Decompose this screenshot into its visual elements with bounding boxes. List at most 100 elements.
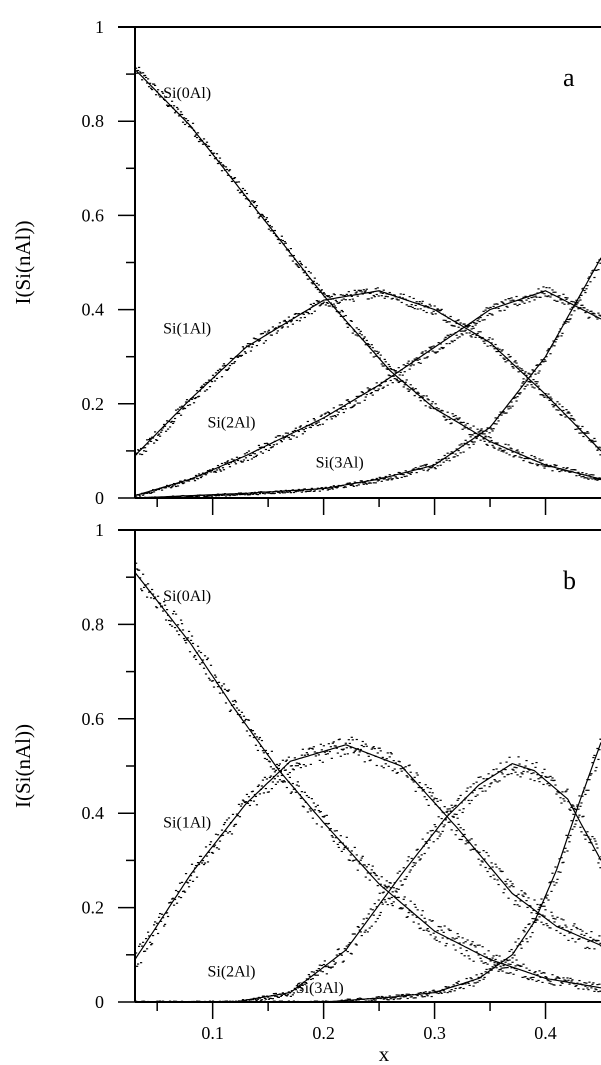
data-point <box>455 322 458 325</box>
data-point <box>418 859 421 861</box>
data-point <box>238 493 242 496</box>
data-point <box>360 744 363 747</box>
data-point <box>429 787 432 790</box>
data-point <box>254 795 258 798</box>
data-point <box>595 478 598 480</box>
data-point <box>570 806 573 809</box>
data-point <box>483 433 486 435</box>
data-point <box>349 854 352 856</box>
data-point <box>376 885 379 887</box>
data-point <box>493 878 496 880</box>
data-point <box>294 989 297 991</box>
data-point <box>299 766 302 769</box>
data-point <box>577 816 580 818</box>
data-point <box>338 738 341 740</box>
data-point <box>451 807 454 809</box>
data-point <box>424 465 427 467</box>
data-point <box>189 639 193 642</box>
data-point <box>433 305 436 307</box>
data-point <box>356 869 359 871</box>
data-point <box>448 808 451 810</box>
data-point <box>455 830 458 832</box>
data-point <box>424 405 427 407</box>
data-point <box>180 1000 184 1002</box>
data-point <box>509 355 512 358</box>
data-point <box>217 848 221 850</box>
data-point <box>369 352 372 354</box>
data-point <box>356 925 359 928</box>
data-point <box>284 760 287 762</box>
data-point <box>459 827 462 829</box>
data-point <box>364 290 367 292</box>
data-point <box>302 272 305 274</box>
data-point <box>547 776 550 778</box>
data-point <box>572 925 575 927</box>
data-point <box>498 348 501 350</box>
data-point <box>505 452 508 454</box>
data-point <box>546 397 549 399</box>
data-point <box>350 1001 353 1002</box>
data-point <box>193 1003 195 1004</box>
data-point <box>175 106 179 109</box>
data-point <box>262 792 266 794</box>
data-point <box>530 772 533 775</box>
data-point <box>532 772 535 774</box>
data-point <box>593 948 596 950</box>
data-point <box>302 1004 304 1005</box>
data-point <box>194 134 198 136</box>
data-point <box>420 468 423 470</box>
data-point <box>230 1003 232 1004</box>
data-point <box>515 767 518 769</box>
data-point <box>167 486 171 488</box>
data-point <box>420 302 423 304</box>
data-point <box>263 1000 267 1002</box>
data-point <box>501 773 504 775</box>
data-point <box>182 637 186 640</box>
data-point <box>339 835 342 837</box>
data-point <box>584 291 587 294</box>
data-point <box>550 911 553 913</box>
data-point <box>381 387 384 389</box>
data-point <box>271 326 275 328</box>
data-point <box>530 296 533 299</box>
data-point <box>399 768 402 770</box>
data-point <box>466 787 469 789</box>
data-point <box>475 781 478 783</box>
data-point <box>238 714 242 716</box>
data-point <box>538 458 541 460</box>
data-point <box>556 468 559 471</box>
data-point <box>483 785 486 787</box>
panel-letter: b <box>563 566 576 595</box>
data-point <box>178 406 182 408</box>
data-point <box>334 745 337 747</box>
data-point <box>420 854 423 856</box>
data-point <box>181 1003 183 1004</box>
data-point <box>508 756 511 758</box>
data-point <box>461 334 464 336</box>
data-point <box>386 886 389 888</box>
data-point <box>508 950 511 952</box>
data-point <box>356 335 359 337</box>
data-point <box>237 1000 241 1002</box>
data-point <box>453 456 456 458</box>
data-point <box>505 883 508 885</box>
data-point <box>458 444 461 446</box>
data-point <box>354 943 357 945</box>
data-point <box>331 742 334 744</box>
data-point <box>311 305 314 307</box>
data-point <box>315 823 318 825</box>
data-point <box>478 979 481 982</box>
data-point <box>300 791 303 793</box>
data-point <box>562 409 565 412</box>
data-point <box>480 972 483 975</box>
data-point <box>551 403 554 406</box>
data-point <box>305 1003 307 1004</box>
data-point <box>419 927 422 929</box>
data-point <box>444 336 447 338</box>
data-point <box>386 368 389 371</box>
data-point <box>309 426 312 429</box>
data-point <box>542 395 545 397</box>
data-point <box>442 931 445 933</box>
data-point <box>223 462 227 464</box>
data-point <box>374 355 377 357</box>
